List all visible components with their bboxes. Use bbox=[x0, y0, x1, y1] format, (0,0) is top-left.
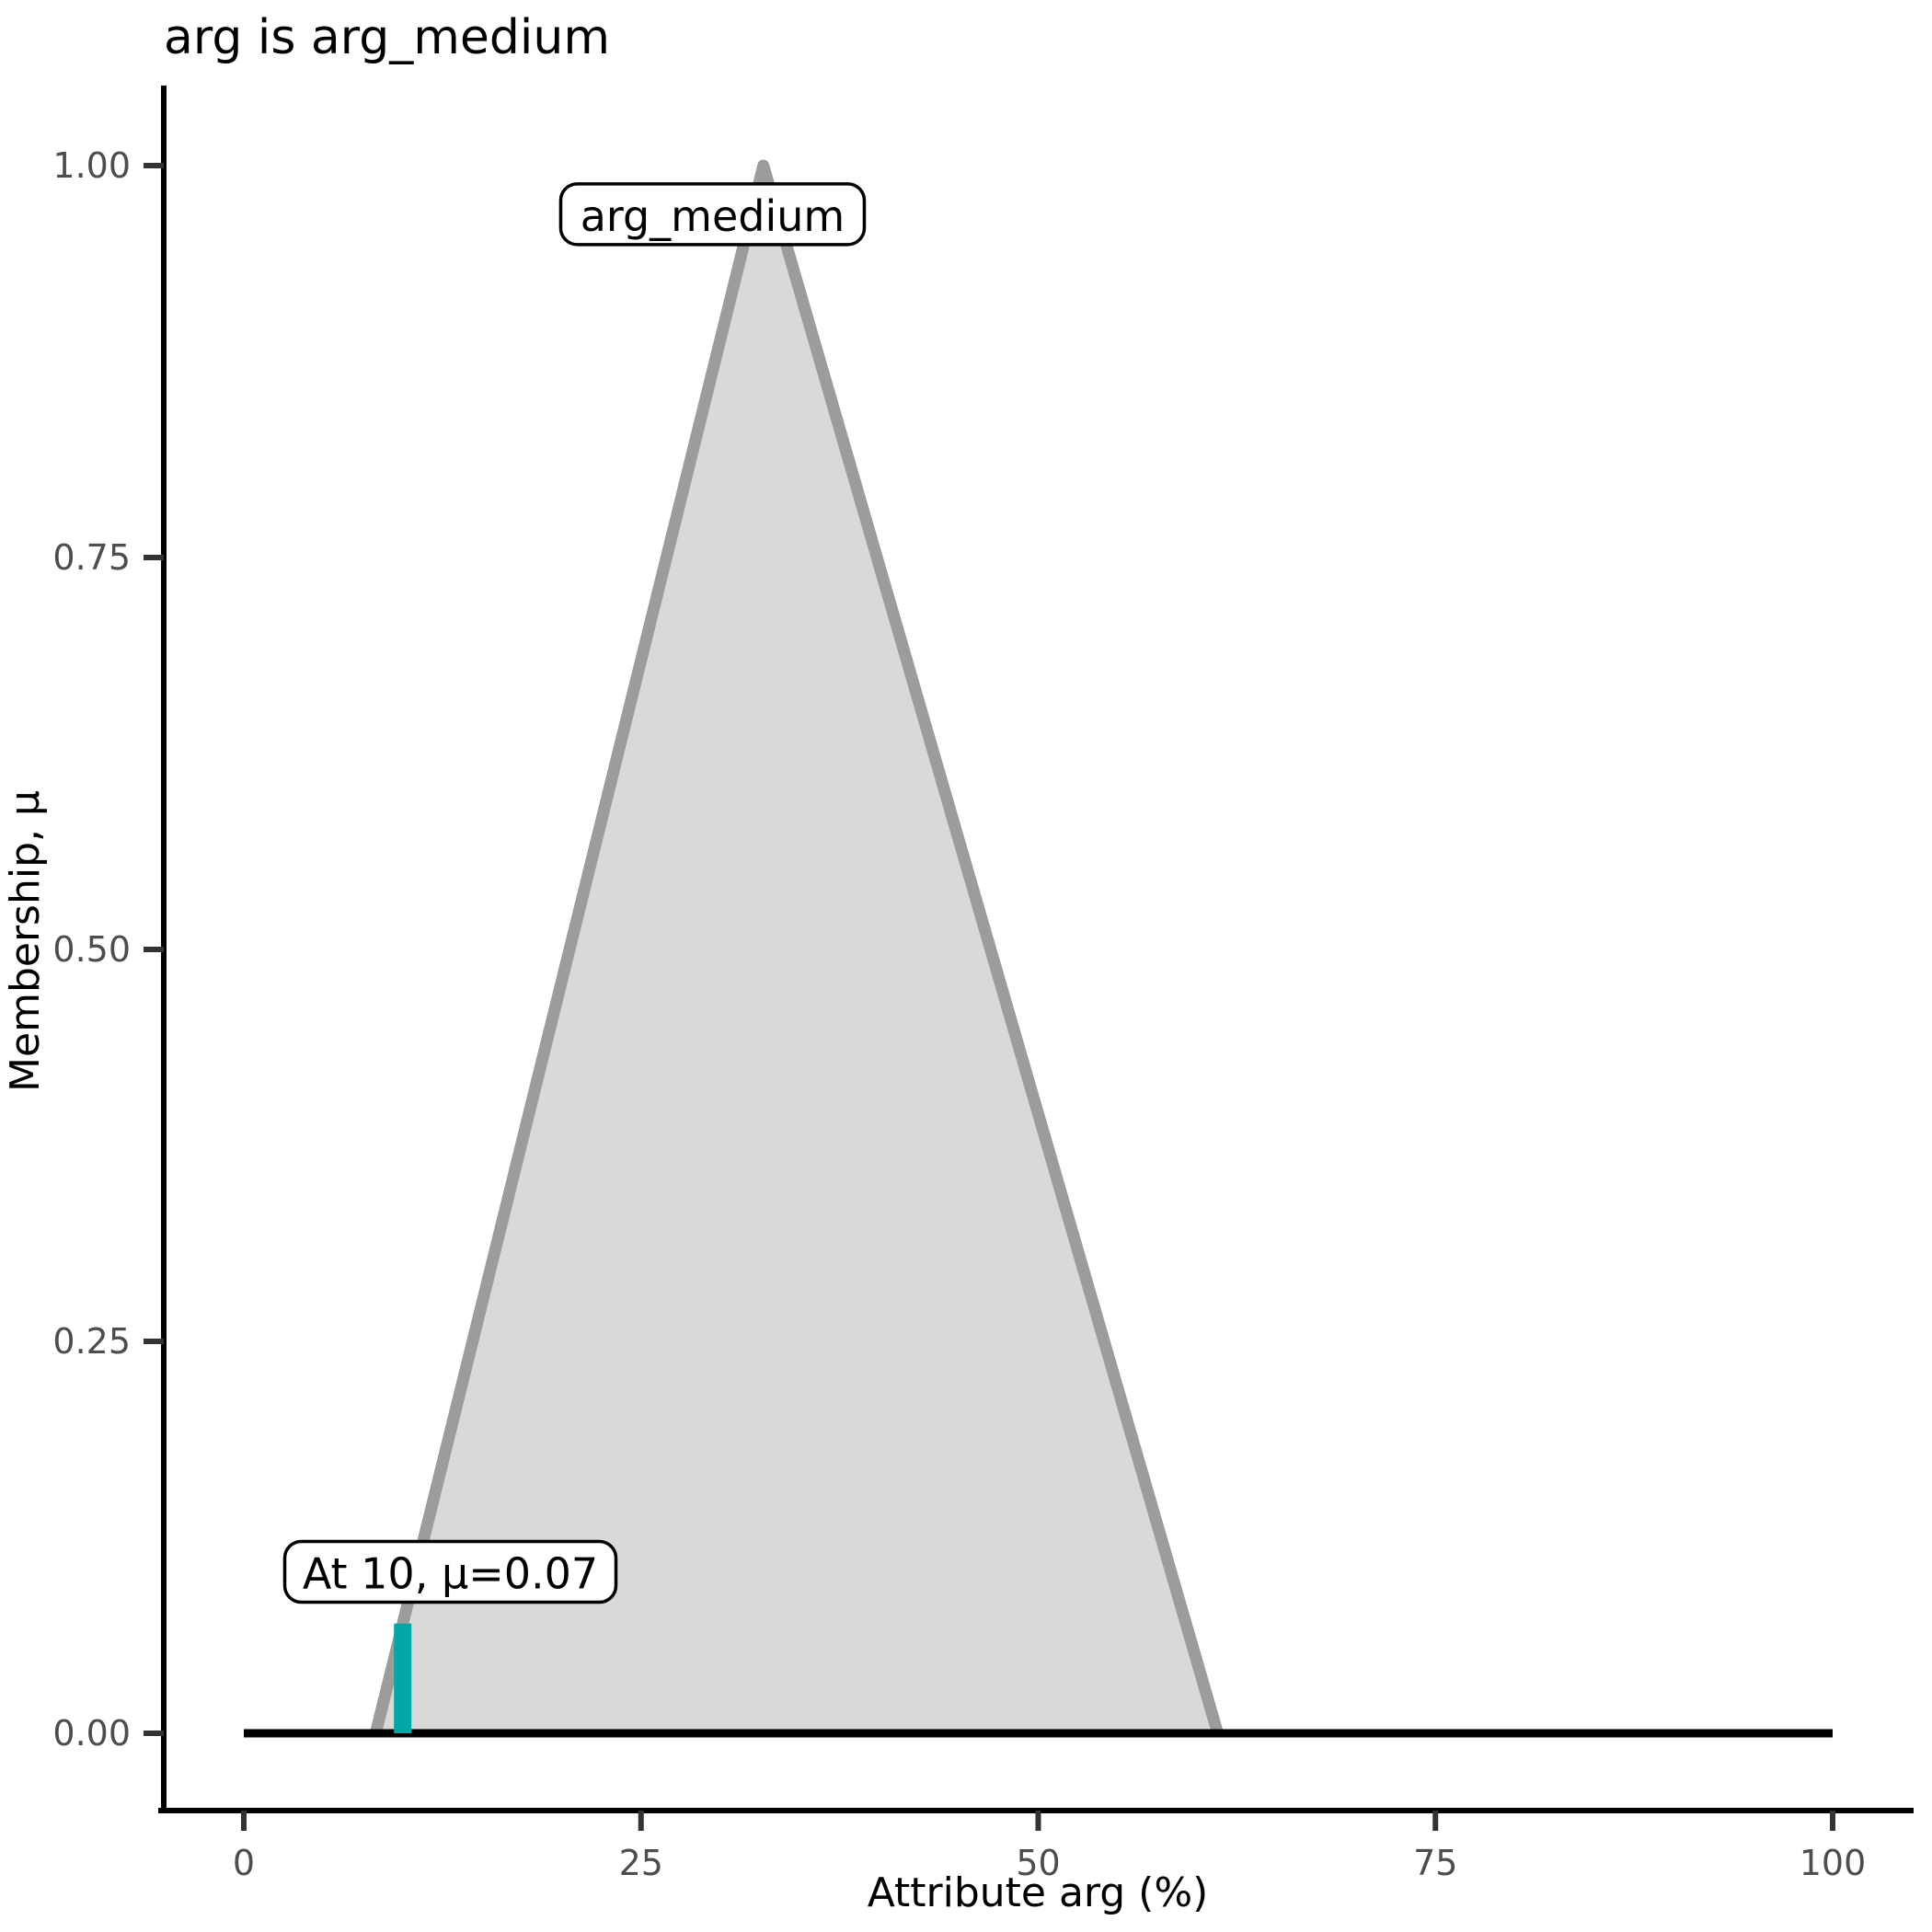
x-tick-label: 0 bbox=[233, 1843, 255, 1883]
x-axis-title: Attribute arg (%) bbox=[868, 1869, 1209, 1916]
chart-title: arg is arg_medium bbox=[164, 10, 610, 65]
y-tick-label: 1.00 bbox=[52, 145, 131, 186]
y-tick-label: 0.00 bbox=[52, 1713, 131, 1754]
set-label-text: arg_medium bbox=[581, 191, 845, 241]
set-label-box: arg_medium bbox=[558, 182, 867, 247]
y-tick-label: 0.25 bbox=[52, 1321, 131, 1362]
y-tick-label: 0.50 bbox=[52, 929, 131, 970]
membership-area-fill bbox=[375, 166, 1218, 1733]
y-axis-ticks: 0.00 0.25 0.50 0.75 1.00 bbox=[52, 145, 164, 1754]
x-tick-label: 50 bbox=[1016, 1843, 1060, 1883]
membership-annotation-text: At 10, μ=0.07 bbox=[303, 1548, 598, 1598]
x-axis-ticks: 0 25 50 75 100 bbox=[233, 1811, 1866, 1883]
x-tick-label: 100 bbox=[1800, 1843, 1867, 1883]
membership-area-outline bbox=[370, 159, 1224, 1735]
x-tick-label: 75 bbox=[1413, 1843, 1457, 1883]
crisp-input-indicator-bar bbox=[394, 1623, 412, 1733]
membership-annotation-box: At 10, μ=0.07 bbox=[282, 1539, 618, 1604]
x-tick-label: 25 bbox=[619, 1843, 663, 1883]
y-tick-label: 0.75 bbox=[52, 537, 131, 578]
set-label-frame bbox=[558, 182, 867, 247]
y-axis-title: Membership, μ bbox=[2, 790, 49, 1092]
membership-annotation-frame bbox=[282, 1539, 618, 1604]
